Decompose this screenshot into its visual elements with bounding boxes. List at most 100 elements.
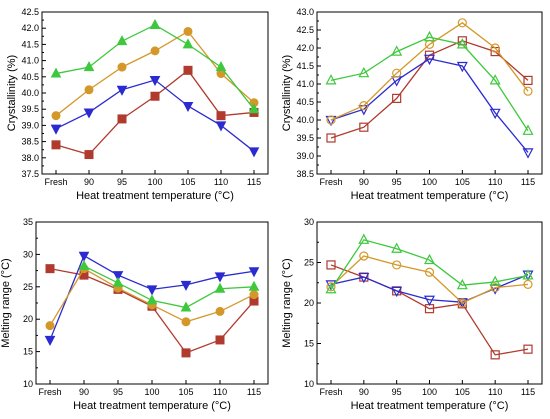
data-point: [215, 335, 225, 345]
data-point: [45, 264, 55, 274]
data-point: [523, 86, 533, 96]
data-point: [249, 290, 259, 300]
series-3: [51, 26, 259, 121]
x-tick-label: 105: [455, 387, 470, 397]
y-tick-label: 41.5: [21, 39, 39, 49]
data-point: [116, 85, 128, 96]
plot-frame: [316, 221, 543, 385]
data-point: [116, 35, 128, 46]
x-tick-label: 110: [213, 387, 227, 397]
data-point: [359, 122, 369, 132]
data-point: [180, 280, 192, 291]
x-tick-label: 95: [392, 177, 402, 187]
data-point: [391, 242, 403, 253]
x-tick-label: 95: [117, 177, 127, 187]
data-point: [392, 68, 402, 78]
y-tick-label: 39.0: [296, 151, 314, 161]
data-point: [216, 111, 226, 121]
data-point: [325, 74, 337, 85]
y-tick-label: 42.0: [21, 23, 39, 33]
data-point: [183, 26, 193, 36]
y-tick-label: 40.5: [21, 72, 39, 82]
x-tick-label: 105: [178, 387, 193, 397]
data-point: [490, 43, 500, 53]
data-point: [522, 269, 534, 280]
data-point: [215, 121, 227, 132]
data-point: [146, 285, 158, 296]
panel-crystallinity-open: Fresh 90 95 100 105 110 115 38.5 39.0 39.5 40.0 40.…: [281, 7, 543, 202]
data-point: [84, 150, 94, 160]
data-point: [51, 140, 61, 150]
x-tick-label: 115: [247, 387, 261, 397]
data-point: [146, 294, 158, 305]
y-tick-label: 42.5: [21, 7, 39, 17]
x-tick-label: 90: [359, 177, 369, 187]
data-point: [214, 272, 226, 283]
data-point: [359, 251, 369, 261]
data-point: [359, 100, 369, 111]
y-axis-label: Melting range (°C): [281, 258, 293, 347]
y-tick-label: 40.0: [21, 88, 39, 98]
data-point: [325, 282, 337, 294]
series-line: [330, 22, 529, 121]
data-point: [78, 259, 90, 271]
data-point: [523, 344, 533, 354]
data-point: [326, 260, 336, 270]
data-point: [215, 306, 225, 316]
y-tick-label: 43.0: [296, 7, 314, 17]
data-point: [523, 279, 533, 289]
data-point: [83, 108, 95, 119]
y-tick-label: 41.0: [296, 79, 314, 89]
panel-crystallinity-filled: Fresh 90 95 100 105 110 115 37.5 38.0 38.5 39.0 39.…: [6, 7, 269, 202]
x-tick-label: 110: [488, 177, 502, 187]
data-point: [523, 75, 533, 86]
data-point: [150, 91, 160, 101]
y-tick-label: 38.5: [21, 137, 39, 147]
data-point: [456, 38, 468, 49]
data-point: [44, 335, 56, 347]
x-tick-label: 90: [79, 387, 89, 397]
series-line: [330, 36, 529, 132]
data-point: [149, 18, 161, 29]
data-point: [84, 85, 94, 95]
data-point: [150, 46, 160, 56]
y-tick-label: 30: [304, 217, 314, 227]
x-tick-label: 115: [247, 177, 261, 187]
data-point: [326, 282, 336, 292]
y-tick-label: 35: [23, 217, 33, 227]
x-axis-label: Heat treatment temperature (°C): [351, 190, 509, 202]
series-line: [330, 274, 529, 303]
plot-frame: [316, 11, 543, 175]
x-axis-label: Heat treatment temperature (°C): [76, 190, 234, 202]
series-3: [326, 251, 533, 308]
y-tick-label: 30: [23, 249, 33, 259]
data-point: [248, 267, 260, 278]
series-1: [326, 260, 533, 360]
x-tick-label: 110: [214, 177, 228, 187]
x-tick-label: 100: [144, 387, 159, 397]
data-point: [183, 65, 193, 75]
x-tick-label: 95: [113, 387, 123, 397]
y-tick-label: 10: [304, 379, 314, 389]
x-tick-label: 100: [422, 387, 437, 397]
data-point: [83, 61, 95, 72]
data-point: [248, 147, 260, 158]
series-line: [330, 255, 529, 304]
series-3: [326, 18, 533, 125]
data-point: [248, 280, 260, 291]
panel-melting-range-filled: Fresh 90 95 100 105 110 115 10 15 20 25 30 35 Heat tr…: [0, 217, 269, 412]
x-tick-label: 90: [359, 387, 369, 397]
y-tick-label: 40.0: [296, 115, 314, 125]
data-point: [112, 276, 124, 287]
series-line: [83, 265, 255, 309]
data-point: [489, 275, 501, 287]
data-point: [78, 251, 90, 262]
series-4: [78, 259, 260, 312]
x-tick-label: Fresh: [319, 387, 342, 397]
data-point: [181, 348, 191, 358]
y-tick-label: 20: [23, 314, 33, 324]
data-point: [180, 301, 192, 312]
data-point: [489, 74, 501, 85]
data-point: [456, 278, 468, 290]
data-point: [490, 350, 500, 360]
